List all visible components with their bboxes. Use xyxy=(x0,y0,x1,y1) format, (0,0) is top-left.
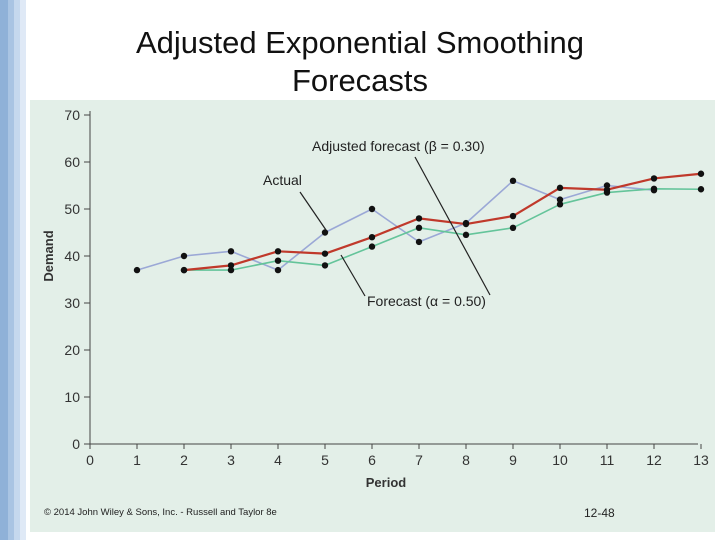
y-tick-label: 10 xyxy=(64,389,80,405)
annotation-adjusted-label: Adjusted forecast (β = 0.30) xyxy=(312,138,485,154)
data-point-forecast xyxy=(321,262,329,269)
y-tick-label: 50 xyxy=(64,201,80,217)
data-point-adjusted xyxy=(415,215,423,222)
data-point-forecast xyxy=(462,231,470,239)
data-point-adjusted xyxy=(509,212,517,220)
data-point-forecast xyxy=(368,243,376,250)
series-line-forecast xyxy=(184,187,702,271)
annotation-forecast-leader xyxy=(340,254,366,297)
y-tick-label: 20 xyxy=(64,342,80,358)
x-tick-label: 8 xyxy=(462,452,470,468)
data-point-adjusted xyxy=(603,186,611,193)
data-point-adjusted xyxy=(321,250,329,257)
x-tick-label: 12 xyxy=(646,452,662,468)
chart-panel xyxy=(30,100,715,532)
x-tick-label: 9 xyxy=(509,452,517,468)
data-point-adjusted xyxy=(697,170,705,177)
data-point-adjusted xyxy=(274,248,282,255)
y-tick-label: 60 xyxy=(64,154,80,170)
data-point-adjusted xyxy=(650,175,658,182)
data-point-forecast xyxy=(650,185,658,192)
annotation-actual-leader xyxy=(299,191,327,231)
y-tick-label: 70 xyxy=(64,107,80,123)
data-point-forecast xyxy=(556,201,564,208)
page-number: 12-48 xyxy=(584,506,615,520)
series-line-actual xyxy=(136,180,655,271)
x-tick-label: 6 xyxy=(368,452,376,468)
x-tick-label: 11 xyxy=(600,452,615,468)
data-point-adjusted xyxy=(462,220,470,228)
y-tick-label: 40 xyxy=(64,248,80,264)
x-tick-label: 5 xyxy=(321,452,329,468)
y-tick-label: 0 xyxy=(72,436,80,452)
data-point-actual xyxy=(180,252,188,260)
data-point-adjusted xyxy=(368,234,376,241)
data-point-actual xyxy=(133,266,141,274)
left-decor-bar xyxy=(0,0,26,540)
x-axis-title: Period xyxy=(366,475,407,490)
x-tick-label: 4 xyxy=(274,452,282,468)
x-tick-label: 0 xyxy=(86,452,94,468)
data-point-adjusted xyxy=(227,262,235,269)
x-tick-label: 2 xyxy=(180,452,188,468)
annotation-actual-label: Actual xyxy=(263,172,302,188)
x-tick-label: 3 xyxy=(227,452,235,468)
annotation-adjusted-leader xyxy=(414,156,491,296)
data-point-actual xyxy=(368,205,376,213)
x-tick-label: 7 xyxy=(415,452,423,468)
copyright-text: © 2014 John Wiley & Sons, Inc. - Russell… xyxy=(44,507,277,518)
data-point-forecast xyxy=(509,224,517,231)
data-point-forecast xyxy=(274,257,282,264)
slide-title-line2: Forecasts xyxy=(291,63,429,98)
y-axis-title: Demand xyxy=(41,230,56,281)
data-point-actual xyxy=(509,177,517,184)
data-point-forecast xyxy=(227,266,235,274)
x-tick-label: 1 xyxy=(133,452,141,468)
data-point-actual xyxy=(415,238,423,246)
data-point-adjusted xyxy=(556,184,564,192)
annotation-forecast-label: Forecast (α = 0.50) xyxy=(367,293,486,309)
data-point-adjusted xyxy=(180,266,188,274)
data-point-actual xyxy=(556,196,564,203)
y-tick-label: 30 xyxy=(64,295,80,311)
slide-title-line1: Adjusted Exponential Smoothing xyxy=(135,25,585,60)
data-point-actual xyxy=(227,248,235,255)
x-tick-label: 13 xyxy=(693,452,709,468)
slide-title: Adjusted Exponential Smoothing Forecasts xyxy=(40,24,680,100)
data-point-actual xyxy=(274,266,282,274)
data-point-forecast xyxy=(697,186,705,193)
data-point-forecast xyxy=(415,224,423,231)
series-line-adjusted xyxy=(183,172,702,272)
x-tick-label: 10 xyxy=(552,452,568,468)
data-point-actual xyxy=(321,229,329,236)
